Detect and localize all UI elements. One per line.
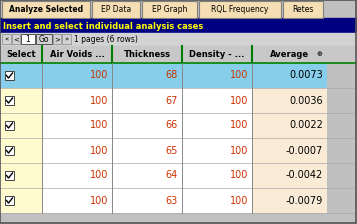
Bar	[0, 113, 42, 138]
Text: 100: 100	[90, 196, 108, 205]
Bar	[252, 138, 327, 163]
Text: -0.0042: -0.0042	[286, 170, 323, 181]
Text: 100: 100	[230, 146, 248, 155]
Bar	[5, 171, 14, 180]
Text: Average: Average	[270, 50, 309, 59]
Bar	[2, 34, 11, 45]
Bar	[112, 113, 182, 138]
Bar	[92, 1, 140, 18]
Text: Retes: Retes	[292, 6, 314, 15]
Bar	[5, 121, 14, 130]
Bar	[112, 88, 182, 113]
Text: EP Graph: EP Graph	[152, 6, 187, 15]
Bar	[252, 88, 327, 113]
Text: -0.0007: -0.0007	[286, 146, 323, 155]
Bar	[283, 1, 323, 18]
Bar	[53, 34, 61, 45]
Bar	[182, 188, 252, 213]
Text: 0.0036: 0.0036	[290, 95, 323, 106]
Text: 0.0073: 0.0073	[289, 71, 323, 80]
Text: 0.0022: 0.0022	[289, 121, 323, 131]
Bar	[252, 113, 327, 138]
Text: ⊕: ⊕	[316, 52, 322, 58]
Text: <: <	[13, 37, 19, 43]
Bar	[182, 138, 252, 163]
Text: 1 pages (6 rows): 1 pages (6 rows)	[74, 35, 138, 44]
Text: EP Data: EP Data	[101, 6, 131, 15]
Bar	[182, 113, 252, 138]
Text: Analyze Selected: Analyze Selected	[9, 6, 83, 15]
Text: 1: 1	[26, 35, 30, 44]
Bar	[42, 188, 112, 213]
Bar	[36, 34, 52, 45]
Text: 100: 100	[90, 95, 108, 106]
Bar	[199, 1, 281, 18]
Text: 100: 100	[90, 71, 108, 80]
Bar	[182, 63, 252, 88]
Bar	[142, 1, 197, 18]
Text: >: >	[54, 37, 60, 43]
Bar	[42, 163, 112, 188]
Bar	[5, 96, 14, 105]
Bar	[0, 63, 42, 88]
Text: »: »	[64, 37, 69, 43]
Bar	[252, 188, 327, 213]
Text: Air Voids ...: Air Voids ...	[50, 50, 105, 59]
Bar	[42, 63, 112, 88]
Text: Thickness: Thickness	[124, 50, 171, 59]
Bar	[252, 163, 327, 188]
Bar	[5, 146, 14, 155]
Bar	[0, 163, 42, 188]
Text: 100: 100	[230, 71, 248, 80]
Text: Density - ...: Density - ...	[189, 50, 245, 59]
Bar	[112, 188, 182, 213]
Text: Go: Go	[39, 35, 49, 44]
Bar	[0, 18, 357, 20]
Bar	[62, 34, 71, 45]
Text: 63: 63	[166, 196, 178, 205]
Text: 64: 64	[166, 170, 178, 181]
Text: 100: 100	[230, 121, 248, 131]
Bar	[42, 113, 112, 138]
Bar	[0, 188, 42, 213]
Text: 65: 65	[166, 146, 178, 155]
Text: 100: 100	[90, 170, 108, 181]
Bar	[0, 46, 357, 63]
Bar	[12, 34, 20, 45]
Text: 100: 100	[230, 170, 248, 181]
Text: 100: 100	[230, 196, 248, 205]
Bar	[42, 138, 112, 163]
Bar	[182, 88, 252, 113]
Text: «: «	[4, 37, 9, 43]
Bar	[112, 138, 182, 163]
Bar	[0, 88, 42, 113]
Bar	[0, 138, 42, 163]
Bar	[21, 34, 35, 45]
Bar	[0, 20, 357, 33]
Bar	[0, 33, 357, 46]
Bar	[182, 163, 252, 188]
Text: 100: 100	[90, 146, 108, 155]
Text: 66: 66	[166, 121, 178, 131]
Text: RQL Frequency: RQL Frequency	[211, 6, 269, 15]
Bar	[112, 63, 182, 88]
Bar	[5, 196, 14, 205]
Text: 100: 100	[230, 95, 248, 106]
Text: 68: 68	[166, 71, 178, 80]
Text: -0.0079: -0.0079	[286, 196, 323, 205]
Text: 67: 67	[166, 95, 178, 106]
Bar	[252, 63, 327, 88]
Bar	[42, 88, 112, 113]
Text: Insert and select individual analysis cases: Insert and select individual analysis ca…	[3, 22, 203, 31]
Text: 100: 100	[90, 121, 108, 131]
Bar	[5, 71, 14, 80]
Bar	[2, 1, 90, 18]
Text: Select: Select	[6, 50, 36, 59]
Bar	[112, 163, 182, 188]
